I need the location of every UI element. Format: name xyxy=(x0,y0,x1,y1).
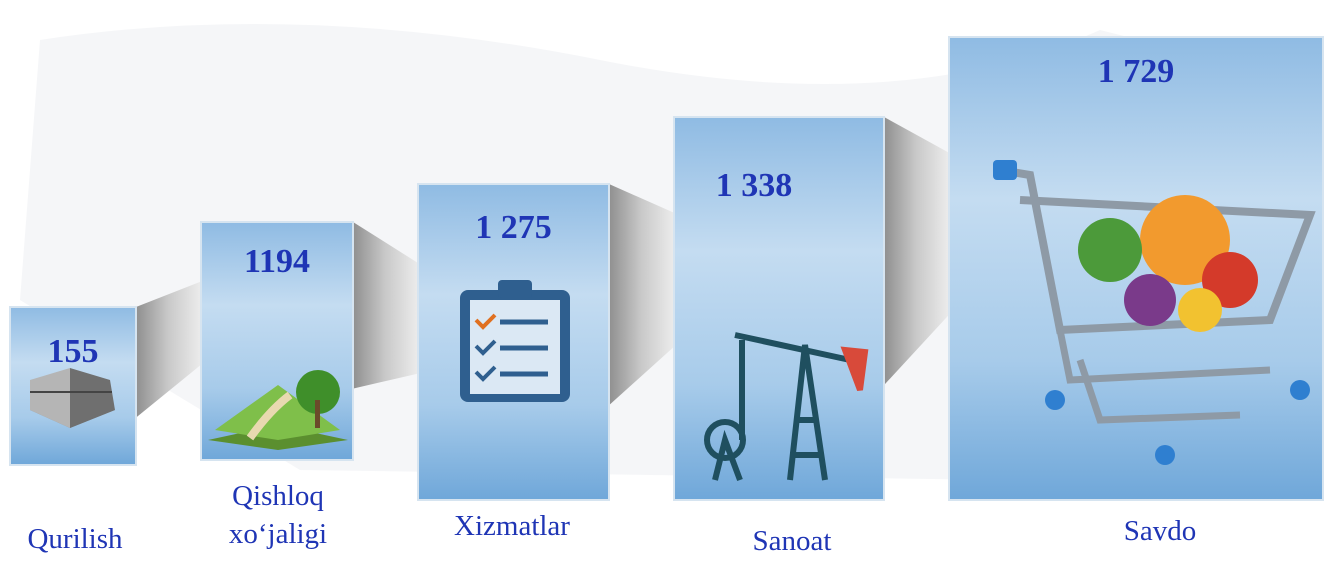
connector xyxy=(884,117,949,386)
panel-value: 1194 xyxy=(244,243,310,280)
panel-value: 1 338 xyxy=(716,167,793,204)
panel-name: Xizmatlar xyxy=(454,510,570,542)
labels: 155 Qurilish 1194 Qishloq xo‘jaligi 1 275 Xizm… xyxy=(27,53,1196,557)
panel-name: Qurilish xyxy=(27,523,123,555)
panel-value: 1 275 xyxy=(475,209,552,246)
panel-name: xo‘jaligi xyxy=(229,518,327,550)
oil-pump-icon xyxy=(704,332,869,482)
connector xyxy=(136,281,201,418)
connector xyxy=(609,184,674,406)
panel-value: 1 729 xyxy=(1098,53,1175,90)
connectors xyxy=(136,117,949,418)
icons xyxy=(30,160,1316,482)
panel-name: Qishloq xyxy=(232,480,324,512)
panel-value: 155 xyxy=(48,333,99,370)
cart-icon xyxy=(993,160,1316,465)
panel-name: Savdo xyxy=(1124,515,1197,547)
book-icon xyxy=(208,370,348,450)
panel-name: Sanoat xyxy=(753,525,832,557)
clipboard-icon xyxy=(460,280,570,402)
connector xyxy=(353,222,418,389)
building-icon xyxy=(30,368,115,428)
